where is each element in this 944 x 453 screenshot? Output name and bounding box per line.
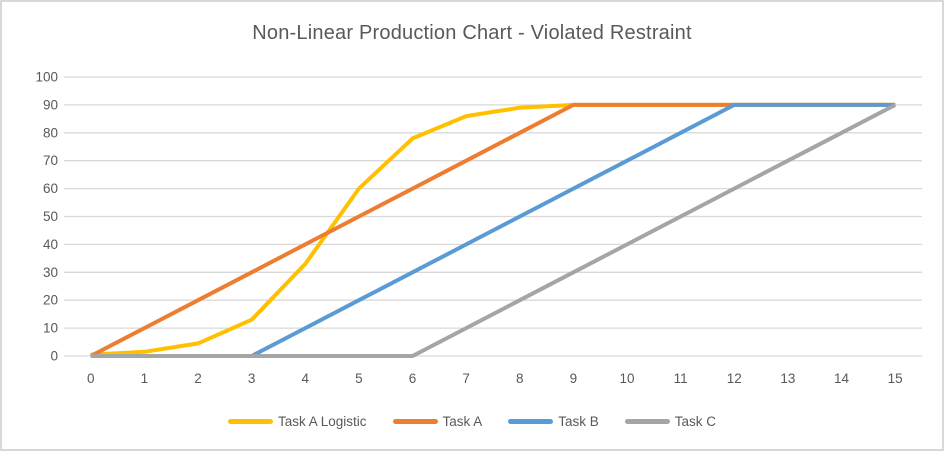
x-axis-tick-label: 3 bbox=[248, 371, 256, 386]
legend-item-label: Task B bbox=[558, 413, 599, 429]
x-axis-tick-label: 5 bbox=[355, 371, 363, 386]
legend-line-swatch-icon bbox=[227, 418, 273, 424]
y-axis-tick-label: 0 bbox=[50, 349, 58, 364]
y-axis-tick-label: 50 bbox=[43, 209, 58, 224]
chart-title: Non-Linear Production Chart - Violated R… bbox=[252, 22, 692, 44]
x-axis-tick-label: 14 bbox=[834, 371, 850, 386]
legend-item-label: Task C bbox=[674, 413, 717, 429]
x-axis-tick-label: 13 bbox=[780, 371, 795, 386]
legend-item-task-a: Task A bbox=[392, 413, 483, 429]
y-axis-tick-label: 90 bbox=[43, 97, 58, 112]
x-axis-tick-label: 6 bbox=[409, 371, 417, 386]
legend-item-task-a-logistic: Task A Logistic bbox=[227, 413, 367, 429]
legend-line-swatch-icon bbox=[624, 418, 670, 424]
x-axis-tick-label: 9 bbox=[570, 371, 578, 386]
x-axis-tick-label: 7 bbox=[462, 371, 470, 386]
y-axis-tick-label: 80 bbox=[43, 125, 58, 140]
legend: Task A Logistic Task A Task B Task C bbox=[2, 408, 942, 434]
x-axis-tick-label: 1 bbox=[141, 371, 149, 386]
legend-item-label: Task A Logistic bbox=[277, 413, 367, 429]
x-axis-tick-label: 12 bbox=[727, 371, 742, 386]
x-axis-tick-label: 11 bbox=[674, 371, 688, 386]
legend-line-swatch-icon bbox=[508, 418, 554, 424]
x-axis-tick-label: 0 bbox=[87, 371, 95, 386]
legend-item-task-c: Task C bbox=[624, 413, 717, 429]
x-axis-tick-label: 8 bbox=[516, 371, 524, 386]
x-axis-tick-label: 15 bbox=[888, 371, 903, 386]
legend-line-swatch-icon bbox=[392, 418, 438, 424]
legend-item-label: Task A bbox=[442, 413, 483, 429]
x-axis-tick-label: 2 bbox=[194, 371, 202, 386]
y-axis-tick-label: 30 bbox=[43, 265, 58, 280]
y-axis-tick-label: 60 bbox=[43, 181, 58, 196]
x-axis-tick-label: 4 bbox=[302, 371, 310, 386]
y-axis-tick-label: 70 bbox=[43, 153, 58, 168]
x-axis-tick-label: 10 bbox=[620, 371, 635, 386]
y-axis-tick-label: 20 bbox=[43, 293, 58, 308]
series-line-task-c bbox=[90, 103, 897, 358]
y-axis-tick-label: 100 bbox=[35, 70, 58, 85]
series-line-task-b bbox=[90, 102, 896, 358]
y-axis-tick-label: 40 bbox=[43, 237, 58, 252]
y-axis-tick-label: 10 bbox=[43, 321, 58, 336]
legend-item-task-b: Task B bbox=[508, 414, 599, 429]
